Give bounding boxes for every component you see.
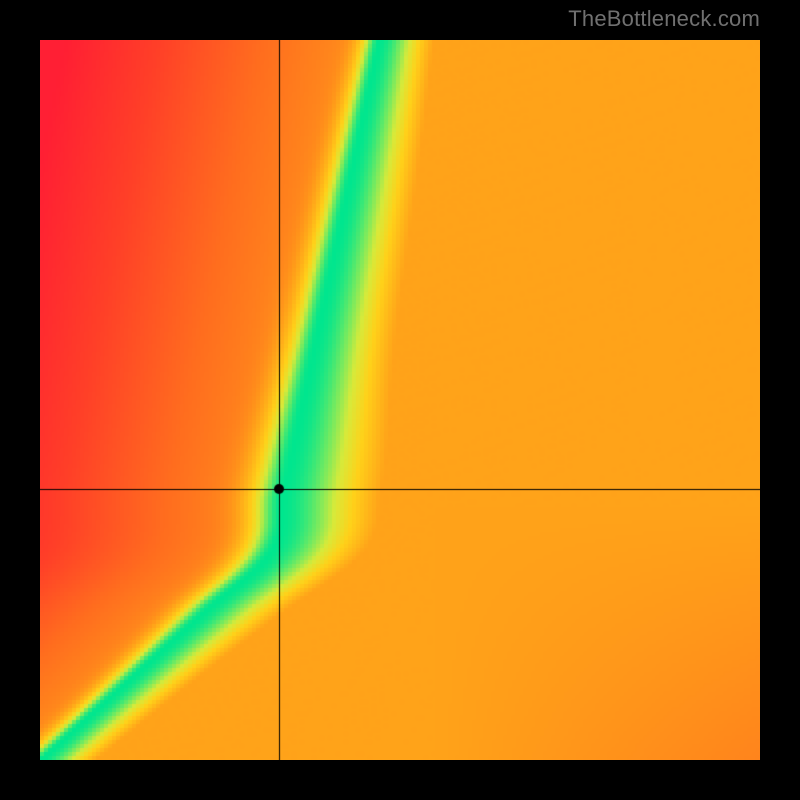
watermark-text: TheBottleneck.com [568, 6, 760, 32]
heatmap-plot [40, 40, 760, 760]
heatmap-canvas [40, 40, 760, 760]
